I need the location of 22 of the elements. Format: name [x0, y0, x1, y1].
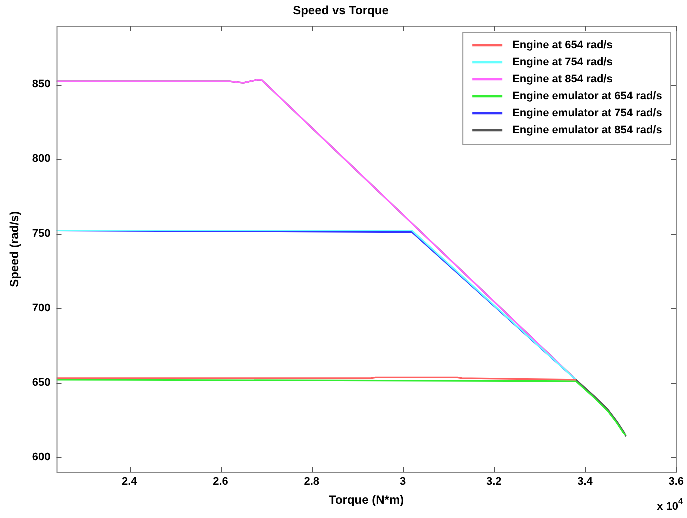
- x-tick-label: 3.6: [668, 476, 684, 488]
- legend-label: Engine at 654 rad/s: [512, 39, 613, 52]
- y-tick-label: 700: [32, 302, 51, 314]
- y-tick-label: 600: [32, 452, 51, 464]
- x-tick-label: 2.6: [213, 476, 228, 488]
- x-tick-label: 2.8: [304, 476, 320, 488]
- x-tick-label: 3.2: [486, 476, 502, 488]
- y-tick-label: 800: [32, 153, 51, 166]
- legend-label: Engine emulator at 754 rad/s: [512, 107, 662, 120]
- x-tick-label: 2.4: [122, 476, 138, 488]
- y-axis-title: Speed (rad/s): [8, 211, 22, 288]
- y-tick-label: 850: [32, 78, 51, 91]
- x-axis-title: Torque (N*m): [329, 493, 404, 508]
- legend-label: Engine at 754 rad/s: [512, 56, 613, 68]
- chart-title: Speed vs Torque: [293, 4, 390, 18]
- x-tick-label: 3.4: [578, 476, 594, 488]
- legend-label: Engine emulator at 854 rad/s: [512, 124, 662, 136]
- y-tick-label: 750: [32, 228, 51, 240]
- y-tick-label: 650: [32, 376, 51, 389]
- legend-label: Engine at 854 rad/s: [512, 73, 613, 86]
- legend-label: Engine emulator at 654 rad/s: [512, 90, 662, 102]
- x-tick-label: 3: [400, 476, 406, 488]
